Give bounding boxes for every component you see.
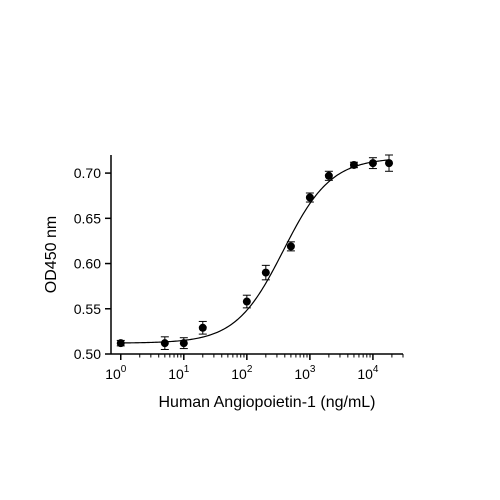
axes (110, 155, 403, 355)
y-tick-label: 0.70 (74, 165, 101, 181)
x-tick-label: 104 (357, 364, 379, 382)
data-point (368, 157, 377, 170)
data-points (116, 154, 394, 350)
point-marker (349, 160, 358, 169)
point-marker (261, 268, 270, 277)
data-point (385, 154, 394, 172)
y-axis-title: OD450 nm (43, 216, 60, 293)
data-point (198, 320, 207, 335)
data-point (242, 294, 251, 309)
fit-curve (120, 159, 390, 344)
y-tick-label: 0.55 (74, 301, 101, 317)
data-point (349, 160, 358, 169)
point-marker (305, 193, 314, 202)
data-point (160, 336, 169, 350)
x-tick-label: 100 (105, 364, 127, 382)
point-marker (116, 339, 125, 348)
x-tick-label: 101 (168, 364, 190, 382)
y-axis-ticks: 0.50 0.55 0.60 0.65 0.70 (74, 165, 111, 362)
point-marker (179, 339, 188, 348)
data-point (179, 337, 188, 350)
point-marker (160, 339, 169, 348)
point-marker (368, 159, 377, 168)
y-tick-label: 0.60 (74, 256, 101, 272)
point-marker (324, 171, 333, 180)
y-tick-label: 0.65 (74, 210, 101, 226)
point-marker (242, 297, 251, 306)
x-axis-title: Human Angiopoietin-1 (ng/mL) (158, 394, 375, 411)
point-marker (286, 242, 295, 251)
y-tick-label: 0.50 (74, 346, 101, 362)
x-tick-label: 102 (231, 364, 253, 382)
x-tick-label: 103 (294, 364, 316, 382)
data-point (305, 192, 314, 203)
point-marker (385, 159, 394, 168)
data-point (261, 264, 270, 281)
x-axis-ticks: 100 101 102 103 104 (105, 354, 404, 382)
data-point (324, 170, 333, 181)
data-point (116, 339, 125, 348)
data-point (286, 241, 295, 252)
point-marker (198, 323, 207, 332)
